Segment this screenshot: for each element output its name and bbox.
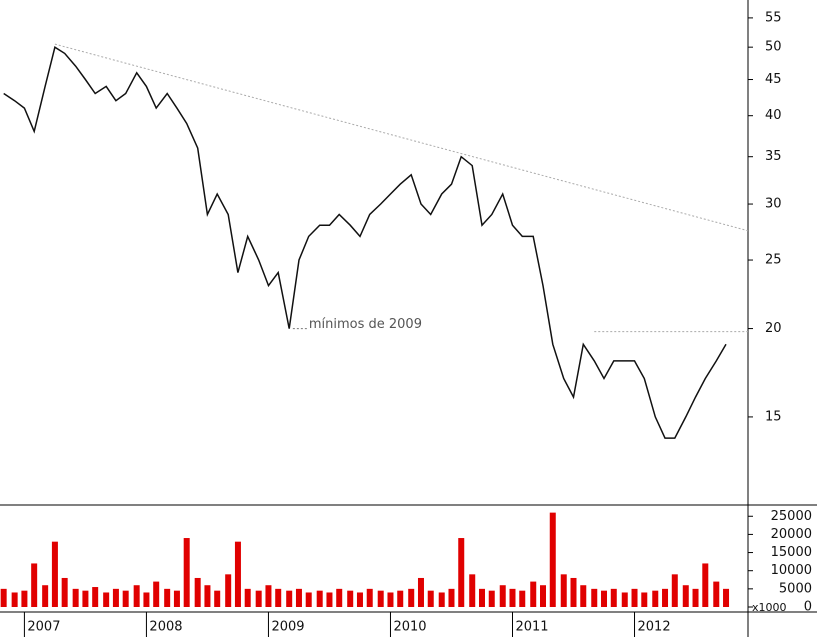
- volume-bar: [164, 588, 171, 607]
- y2-tick-label: 15000: [771, 545, 812, 560]
- y-tick-label: 50: [765, 40, 782, 55]
- volume-bar: [336, 588, 343, 607]
- y-tick-label: 30: [765, 197, 782, 212]
- volume-bar: [662, 588, 669, 607]
- volume-bar: [72, 588, 79, 607]
- volume-bar: [570, 577, 577, 607]
- y-tick-label: 45: [765, 72, 782, 87]
- volume-bar: [122, 590, 129, 607]
- y-tick-label: 15: [765, 409, 782, 424]
- volume-bar: [295, 588, 302, 607]
- volume-bar: [0, 588, 7, 607]
- volume-bar: [234, 541, 241, 607]
- y2-tick-label: 5000: [779, 581, 812, 596]
- y-tick-label: 25: [765, 253, 782, 268]
- volume-bar: [702, 563, 709, 607]
- volume-bar: [92, 587, 99, 607]
- volume-bar: [397, 590, 404, 607]
- volume-bar: [51, 541, 58, 607]
- volume-bar: [641, 592, 648, 607]
- volume-bar: [438, 592, 445, 607]
- volume-bar: [255, 590, 262, 607]
- volume-bar: [112, 588, 119, 607]
- volume-bar: [305, 592, 312, 607]
- volume-bar: [499, 585, 506, 607]
- volume-bar: [682, 585, 689, 607]
- volume-bar: [519, 590, 526, 607]
- x-tick-label: 2012: [638, 620, 671, 635]
- volume-bar: [61, 577, 68, 607]
- x-tick-label: 2007: [27, 620, 60, 635]
- volume-bar: [713, 581, 720, 607]
- volume-bar: [387, 592, 394, 607]
- volume-bar: [549, 512, 556, 607]
- volume-bar: [265, 585, 272, 607]
- volume-bar: [214, 590, 221, 607]
- y-tick-label: 20: [765, 321, 782, 336]
- volume-bar: [408, 588, 415, 607]
- y2-tick-label: 20000: [771, 527, 812, 542]
- volume-bar: [478, 588, 485, 607]
- volume-bar: [427, 590, 434, 607]
- volume-bar: [183, 538, 190, 607]
- x-tick-label: 2008: [149, 620, 182, 635]
- volume-bar: [347, 590, 354, 607]
- volume-bar: [133, 585, 140, 607]
- volume-bar: [316, 590, 323, 607]
- volume-bar: [326, 592, 333, 607]
- volume-bar: [366, 588, 373, 607]
- price-line: [3, 46, 727, 439]
- volume-bar: [204, 585, 211, 607]
- volume-bar: [692, 588, 699, 607]
- x-tick-label: 2011: [515, 620, 548, 635]
- volume-bar: [417, 577, 424, 607]
- x-tick-label: 2010: [393, 620, 426, 635]
- volume-bar: [488, 590, 495, 607]
- volume-bar: [11, 592, 18, 607]
- volume-bar: [356, 592, 363, 607]
- volume-bar: [21, 590, 28, 607]
- annotation: mínimos de 2009: [309, 317, 422, 332]
- y2-tick-label: 25000: [771, 509, 812, 524]
- volume-bar: [103, 592, 110, 607]
- volume-bar: [560, 574, 567, 607]
- volume-bar: [31, 563, 38, 607]
- y2-tick-label: 10000: [771, 563, 812, 578]
- volume-bar: [244, 588, 251, 607]
- volume-bar: [621, 592, 628, 607]
- y-tick-label: 40: [765, 108, 782, 123]
- volume-bar: [530, 581, 537, 607]
- y2-tick-label: 0: [804, 600, 812, 615]
- volume-bar: [458, 538, 465, 607]
- volume-bar: [631, 588, 638, 607]
- volume-bar: [469, 574, 476, 607]
- volume-bar: [723, 588, 730, 607]
- volume-bar: [448, 588, 455, 607]
- volume-bar: [540, 585, 547, 607]
- volume-bar: [275, 588, 282, 607]
- volume-bar: [671, 574, 678, 607]
- volume-bar: [610, 588, 617, 607]
- volume-bar: [591, 588, 598, 607]
- volume-bar: [82, 590, 89, 607]
- volume-bar: [225, 574, 232, 607]
- volume-bar: [580, 585, 587, 607]
- volume-bar: [194, 577, 201, 607]
- volume-bar: [42, 585, 49, 607]
- volume-bar: [509, 588, 516, 607]
- x-tick-label: 2009: [271, 620, 304, 635]
- reference-line: [54, 43, 749, 232]
- volume-bar: [601, 590, 608, 607]
- volume-bar: [143, 592, 150, 607]
- volume-bar: [286, 590, 293, 607]
- volume-bar: [377, 590, 384, 607]
- volume-bar: [153, 581, 160, 607]
- y-tick-label: 55: [765, 10, 782, 25]
- volume-bar: [652, 590, 659, 607]
- y-tick-label: 35: [765, 149, 782, 164]
- volume-bar: [173, 590, 180, 607]
- volume-unit: x1000: [752, 601, 787, 614]
